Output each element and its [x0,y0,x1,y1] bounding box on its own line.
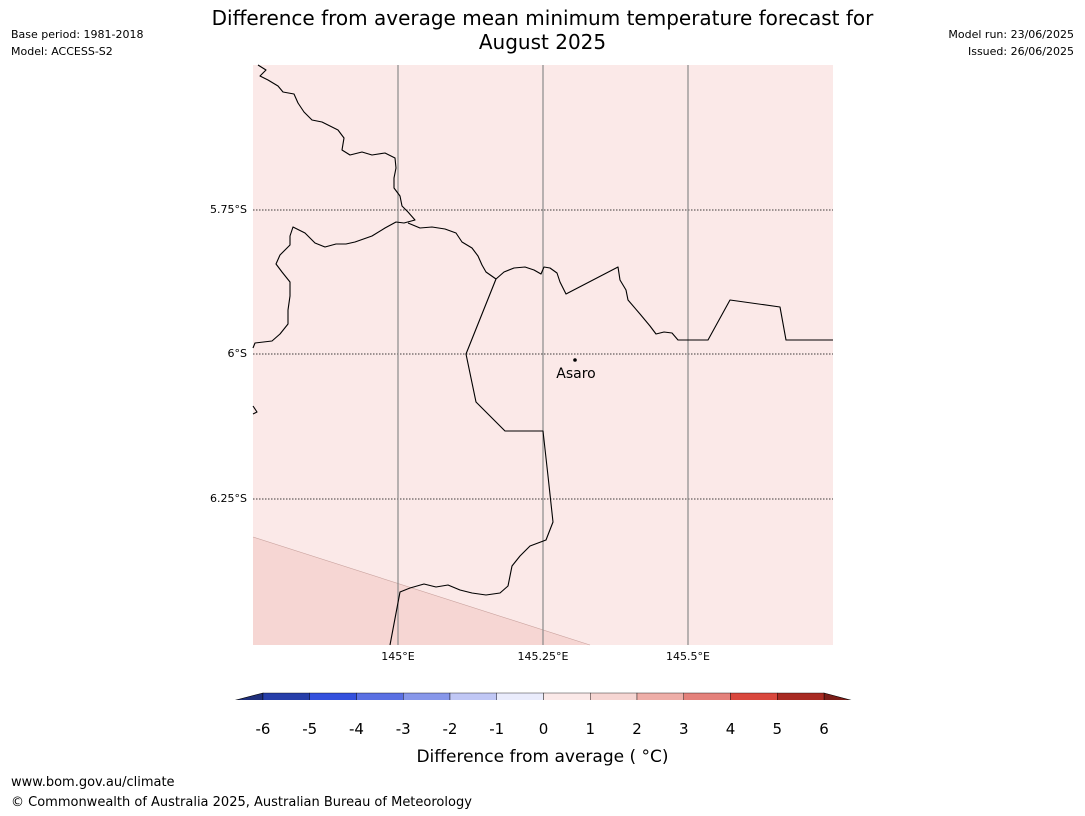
coastline-fragment [252,405,258,415]
model-name: Model: ACCESS-S2 [11,45,113,58]
colorbar-tick-label: 3 [678,720,689,738]
colorbar-segment [262,692,310,700]
colorbar-segment [403,692,451,700]
colorbar-segment [590,692,638,700]
province-boundary-central [389,278,554,646]
colorbar-segment [777,692,825,700]
colorbar-tick-label: 4 [725,720,736,738]
colorbar-segment [496,692,544,700]
colorbar-tick-label: 1 [585,720,596,738]
lat-label-6s: 6°S [228,347,247,360]
province-boundary-north [252,64,416,349]
colorbar-tick-label: -2 [442,720,458,738]
chart-title: Difference from average mean minimum tem… [0,6,1085,54]
asaro-marker [573,358,577,362]
asaro-label: Asaro [556,366,595,382]
colorbar-segment [683,692,731,700]
meta-right: Model run: 23/06/2025 Issued: 26/06/2025 [948,26,1074,60]
meta-left: Base period: 1981-2018 Model: ACCESS-S2 [11,26,143,60]
anomaly-contour [252,536,591,646]
colorbar-tick-label: 6 [819,720,829,738]
footer-url[interactable]: www.bom.gov.au/climate [11,775,175,790]
lat-label-5-75s: 5.75°S [210,203,247,216]
colorbar [234,692,852,700]
lon-label-145-25e: 145.25°E [518,650,569,663]
colorbar-segment [449,692,497,700]
footer-copyright: © Commonwealth of Australia 2025, Austra… [11,795,472,810]
model-run: Model run: 23/06/2025 [948,28,1074,41]
colorbar-segment [636,692,684,700]
colorbar-tick-label: -5 [302,720,318,738]
colorbar-tick-label: -4 [349,720,364,738]
colorbar-tick-label: 0 [538,720,549,738]
colorbar-segment [730,692,778,700]
colorbar-tick-label: 5 [772,720,783,738]
colorbar-segment [356,692,404,700]
colorbar-tick-label: -3 [395,720,411,738]
lat-label-6-25s: 6.25°S [210,492,247,505]
base-period: Base period: 1981-2018 [11,28,144,41]
colorbar-extend-high [823,692,852,700]
colorbar-extend-low [234,692,264,700]
colorbar-segment [543,692,591,700]
title-line-1: Difference from average mean minimum tem… [211,6,874,30]
colorbar-tick-label: -6 [255,720,271,738]
issued-date: Issued: 26/06/2025 [967,45,1074,58]
lon-label-145-5e: 145.5°E [666,650,710,663]
lon-label-145e: 145°E [381,650,414,663]
title-line-2: August 2025 [478,30,607,54]
map: Asaro 5.75°S 6°S 6.25°S 145°E 145.25°E 1… [210,64,852,700]
province-boundary-ridge [407,222,833,341]
colorbar-tick-label: 2 [632,720,642,738]
colorbar-tick-label: -1 [489,720,505,738]
colorbar-segment [309,692,357,700]
colorbar-title: Difference from average ( °C) [416,747,669,767]
